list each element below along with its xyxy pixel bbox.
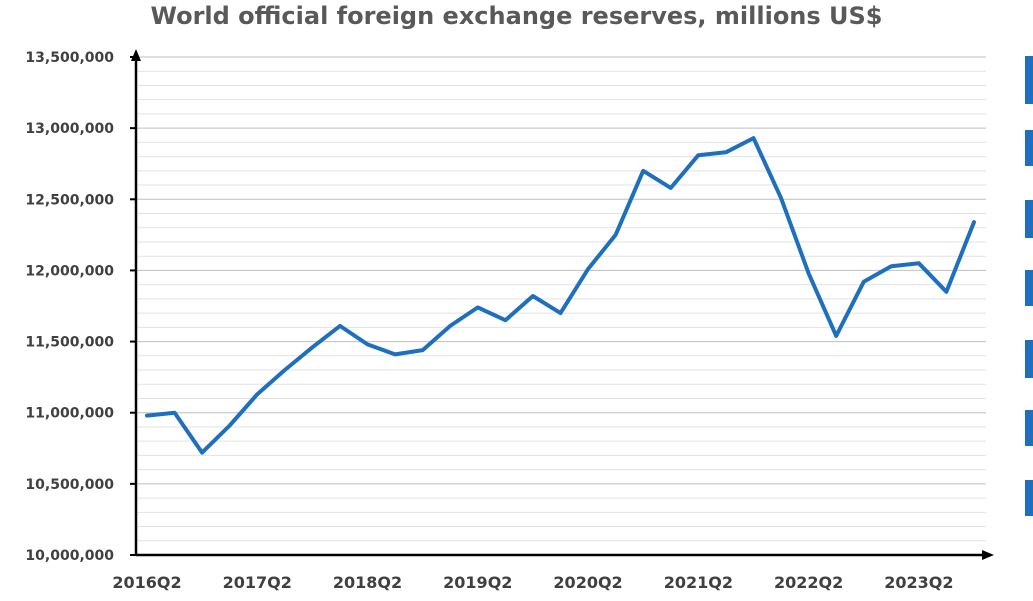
right-edge-marker-6 xyxy=(1025,410,1033,446)
y-tick-label: 12,000,000 xyxy=(25,263,114,279)
y-tick-label: 13,000,000 xyxy=(25,121,114,137)
x-tick-label: 2021Q2 xyxy=(664,573,733,592)
y-tick-label: 13,500,000 xyxy=(25,50,114,66)
axes xyxy=(131,49,994,560)
x-tick-label: 2023Q2 xyxy=(884,573,953,592)
x-tick-label: 2020Q2 xyxy=(553,573,622,592)
y-axis-arrow xyxy=(131,49,141,61)
y-tick-label: 11,000,000 xyxy=(25,406,114,422)
y-tick-label: 10,500,000 xyxy=(25,477,114,493)
chart-title: World official foreign exchange reserves… xyxy=(150,2,883,30)
x-axis-arrow xyxy=(982,550,994,560)
right-edge-marker-1 xyxy=(1025,56,1033,104)
x-tick-label: 2018Q2 xyxy=(333,573,402,592)
right-edge-marker-3 xyxy=(1025,200,1033,238)
y-tick-label: 12,500,000 xyxy=(25,192,114,208)
x-tick-label: 2022Q2 xyxy=(774,573,843,592)
y-tick-labels: 10,000,000 10,500,000 11,000,000 11,500,000… xyxy=(25,50,136,564)
series-layer xyxy=(145,136,976,455)
right-edge-marker-7 xyxy=(1025,480,1033,516)
x-tick-labels: 2016Q2 2017Q2 2018Q2 2019Q2 2020Q2 2021Q2 2022… xyxy=(112,573,953,592)
right-edge-marker-5 xyxy=(1025,340,1033,378)
right-edge-marker-4 xyxy=(1025,270,1033,306)
y-tick-label: 10,000,000 xyxy=(25,548,114,564)
grid-lines xyxy=(136,56,986,542)
right-edge-marker-2 xyxy=(1025,130,1033,166)
x-tick-label: 2016Q2 xyxy=(112,573,181,592)
x-tick-label: 2019Q2 xyxy=(443,573,512,592)
y-tick-label: 11,500,000 xyxy=(25,335,114,351)
x-tick-label: 2017Q2 xyxy=(223,573,292,592)
